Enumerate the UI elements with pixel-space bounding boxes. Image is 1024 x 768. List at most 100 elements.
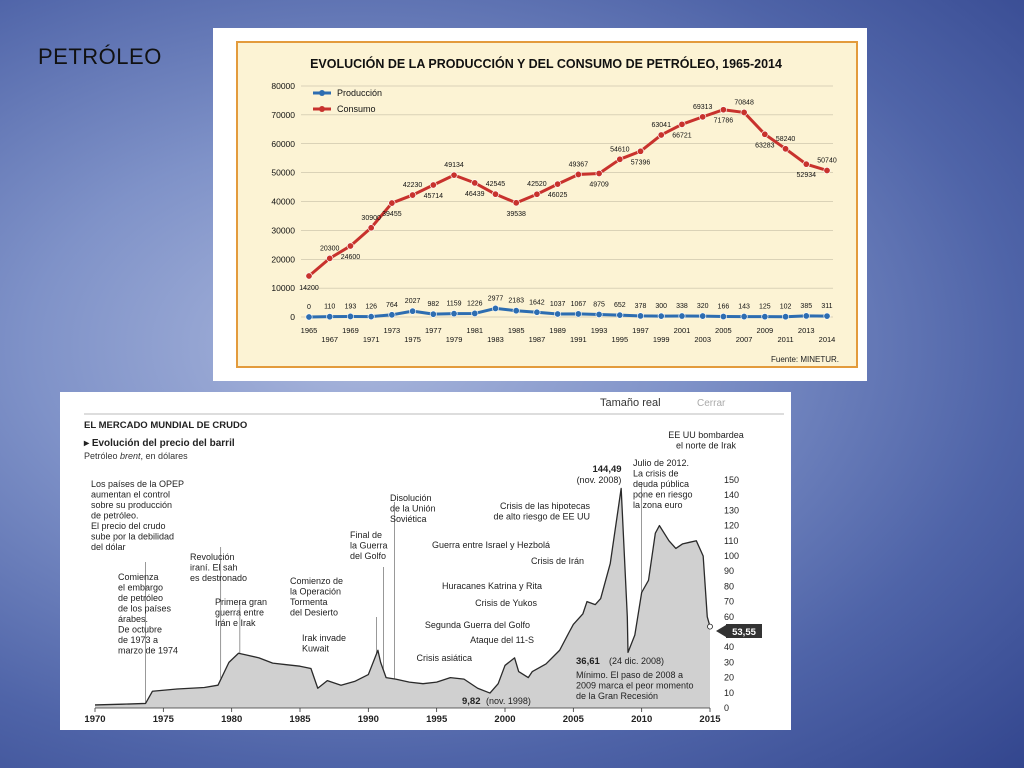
data-point <box>491 190 499 198</box>
annotation-opep: aumentan el control <box>91 490 170 500</box>
data-point <box>491 304 499 312</box>
annotation-bombardea: el norte de Irak <box>676 441 737 451</box>
x-tick-label: 2005 <box>715 326 732 335</box>
data-point <box>802 312 810 320</box>
annotation-euro: la zona euro <box>633 500 683 510</box>
real-size-button[interactable]: Tamaño real <box>600 397 661 409</box>
annotation-embargo: De octubre <box>118 625 162 635</box>
data-label: 20300 <box>320 245 340 252</box>
data-point <box>657 131 665 139</box>
x-tick-label: 1975 <box>153 714 175 725</box>
annotation-11s: Ataque del 11-S <box>470 635 534 645</box>
data-label: 1226 <box>467 300 483 307</box>
x-tick-label: 1995 <box>611 335 628 344</box>
data-point <box>740 108 748 116</box>
data-label: 102 <box>780 304 792 311</box>
y-tick-label: 80 <box>724 581 734 591</box>
data-label: 1037 <box>550 301 566 308</box>
data-label: 385 <box>800 303 812 310</box>
y-tick-label: 30000 <box>271 225 295 235</box>
x-tick-label: 2009 <box>756 326 773 335</box>
current-price-marker <box>707 623 713 630</box>
data-point <box>616 155 624 163</box>
x-tick-label: 1967 <box>321 335 338 344</box>
annotation-kuwait: Kuwait <box>302 644 330 654</box>
data-label: 30900 <box>361 215 381 222</box>
data-label: 49367 <box>569 161 589 168</box>
data-point <box>450 310 458 318</box>
data-label: 52934 <box>797 172 817 179</box>
data-label: 58240 <box>776 136 796 143</box>
x-axis-ticks: 1970 1975 1980 1985 1990 1995 2000 2005 2010 2015 <box>84 708 721 725</box>
data-point <box>305 313 313 321</box>
data-point <box>678 312 686 320</box>
price-area <box>94 487 711 709</box>
annotation-guerra-iran-irak: Primera gran <box>215 597 267 607</box>
annotation-hipotecas: Crisis de las hipotecas <box>500 501 591 511</box>
x-tick-label: 2015 <box>699 714 721 725</box>
close-button[interactable]: Cerrar <box>697 398 726 409</box>
data-point <box>367 224 375 232</box>
x-tick-label: 2014 <box>819 335 836 344</box>
y-axis-ticks: 0 10000 20000 30000 40000 50000 60000 70000 8000… <box>271 81 295 322</box>
chart-title: ▸ Evolución del precio del barril <box>83 438 235 449</box>
data-point <box>802 160 810 168</box>
legend-label: Consumo <box>337 104 376 114</box>
data-label: 70848 <box>734 99 754 106</box>
x-tick-label: 1979 <box>446 335 463 344</box>
data-point <box>595 310 603 318</box>
x-tick-label: 2005 <box>563 714 585 725</box>
data-label: 110 <box>324 304 335 311</box>
data-point <box>595 169 603 177</box>
data-label: 50740 <box>817 157 837 164</box>
data-point <box>346 242 354 250</box>
annotation-tormenta: la Operación <box>290 587 341 597</box>
data-labels: 144,49(nov. 2008) 9,82 (nov. 1998) 36,61 (24… <box>462 464 762 707</box>
legend: Producción Consumo <box>313 88 382 114</box>
data-point <box>409 191 417 199</box>
y-tick-label: 20 <box>724 673 734 683</box>
data-label: 1642 <box>529 299 545 306</box>
x-tick-label: 1997 <box>632 326 649 335</box>
data-point <box>429 310 437 318</box>
data-label: 982 <box>427 301 439 308</box>
annotation-minimo: Mínimo. El paso de 2008 a <box>576 670 683 680</box>
data-label: 300 <box>655 303 667 310</box>
annotation-iran: Crisis de Irán <box>531 556 584 566</box>
annotation-euro: pone en riesgo <box>633 490 693 500</box>
x-tick-label: 1981 <box>466 326 483 335</box>
data-label: 42545 <box>486 181 506 188</box>
production-consumption-chart: EVOLUCIÓN DE LA PRODUCCIÓN Y DEL CONSUMO… <box>236 41 858 368</box>
data-point <box>678 120 686 128</box>
data-point <box>429 181 437 189</box>
data-point <box>326 313 334 321</box>
annotation-tormenta: del Desierto <box>290 608 338 618</box>
data-point <box>388 311 396 319</box>
annotation-euro: La crisis de <box>633 469 679 479</box>
production-consumption-chart-panel: EVOLUCIÓN DE LA PRODUCCIÓN Y DEL CONSUMO… <box>213 28 867 381</box>
data-label: 39455 <box>382 211 402 218</box>
annotation-embargo: marzo de 1974 <box>118 646 178 656</box>
x-tick-label: 1975 <box>404 335 421 344</box>
data-point <box>554 310 562 318</box>
data-label: 42520 <box>527 181 547 188</box>
x-tick-label: 1990 <box>358 714 379 725</box>
x-tick-label: 2000 <box>494 714 515 725</box>
y-tick-label: 90 <box>724 566 734 576</box>
data-point <box>367 313 375 321</box>
x-tick-label: 1989 <box>549 326 566 335</box>
data-label: 54610 <box>610 146 630 153</box>
data-label: 338 <box>676 303 688 310</box>
data-label: 764 <box>386 302 398 309</box>
y-tick-label: 80000 <box>271 81 295 91</box>
brent-price-chart: Tamaño real Cerrar EL MERCADO MUNDIAL DE… <box>83 397 784 725</box>
x-tick-label: 1985 <box>289 714 311 725</box>
x-tick-label: 2010 <box>631 714 652 725</box>
data-point <box>346 312 354 320</box>
data-label: 66721 <box>672 132 692 139</box>
data-label-current: 53,55 <box>732 627 756 638</box>
data-label-max-date: (nov. 2008) <box>577 475 622 485</box>
y-tick-label: 50000 <box>271 168 295 178</box>
x-tick-label: 1973 <box>384 326 401 335</box>
